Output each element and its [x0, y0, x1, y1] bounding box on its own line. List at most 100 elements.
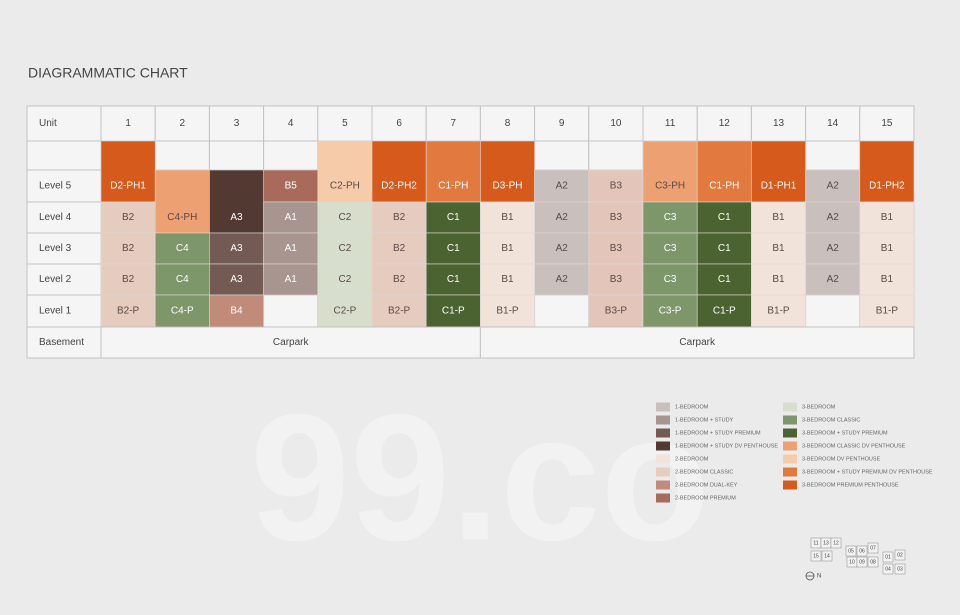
unit-cell	[100, 140, 156, 203]
unit-cell	[425, 294, 481, 328]
unit-label: C1	[447, 274, 460, 285]
unit-cell	[480, 232, 535, 265]
unit-label: B1-P	[767, 306, 790, 317]
legend-swatch	[656, 415, 670, 425]
grid-cell	[154, 140, 210, 171]
row-label: Level 3	[39, 243, 72, 254]
unit-label: B1	[772, 274, 785, 285]
unit-label: C1	[447, 212, 460, 223]
header-label: Unit	[39, 118, 57, 129]
unit-label: A3	[230, 243, 243, 254]
site-unit-label: 06	[859, 548, 865, 554]
unit-cell	[263, 263, 319, 296]
site-unit-label: 15	[813, 553, 819, 559]
legend-label: 3-BEDROOM PREMIUM PENTHOUSE	[802, 482, 899, 488]
unit-cell	[263, 169, 319, 203]
legend-swatch	[656, 467, 670, 477]
site-unit-label: 05	[848, 548, 854, 554]
site-unit	[856, 556, 868, 568]
site-unit	[867, 556, 879, 568]
unit-label: A2	[827, 181, 840, 192]
unit-label: C3-P	[659, 306, 682, 317]
unit-label: C4-P	[171, 306, 194, 317]
unit-cell	[534, 169, 590, 203]
unit-number: 6	[396, 118, 402, 129]
unit-cell	[696, 263, 752, 296]
unit-number: 13	[773, 118, 785, 129]
site-unit-label: 09	[859, 559, 865, 565]
unit-cell	[371, 140, 427, 203]
unit-label: A2	[556, 181, 569, 192]
unit-cell	[751, 263, 806, 296]
unit-cell	[642, 263, 698, 296]
unit-cell	[317, 232, 373, 265]
unit-label: C4	[176, 274, 189, 285]
unit-cell	[859, 232, 915, 265]
unit-label: B2-P	[388, 306, 411, 317]
unit-label: B2	[122, 243, 135, 254]
unit-label: A2	[827, 274, 840, 285]
grid-cell	[534, 140, 590, 171]
header-cell	[859, 105, 915, 142]
unit-cell	[588, 169, 644, 203]
row-label-cell	[26, 263, 102, 296]
unit-label: C1	[718, 212, 731, 223]
basement-label: Carpark	[273, 337, 310, 348]
legend-swatch	[783, 402, 797, 412]
site-unit	[882, 551, 894, 563]
unit-number: 4	[288, 118, 294, 129]
grid-cell	[534, 294, 590, 328]
unit-cell	[480, 263, 535, 296]
unit-cell	[805, 263, 861, 296]
unit-label: B3	[610, 181, 623, 192]
site-unit	[830, 537, 842, 549]
row-label: Level 5	[39, 181, 72, 192]
unit-cell	[859, 294, 915, 328]
unit-label: B1-P	[876, 306, 899, 317]
legend-swatch	[656, 493, 670, 503]
unit-label: B2-P	[117, 306, 140, 317]
site-unit	[821, 550, 833, 562]
row-label-cell	[26, 201, 102, 234]
legend-swatch	[656, 454, 670, 464]
site-unit	[882, 563, 894, 575]
unit-label: B2	[393, 212, 406, 223]
unit-label: B1	[501, 274, 514, 285]
unit-cell	[859, 263, 915, 296]
site-plan: 11 13 12 15 14 07 05 06 10 09 08 01 02 04 03 N	[805, 537, 906, 581]
unit-cell	[154, 232, 210, 265]
unit-cell	[751, 294, 806, 328]
unit-cell	[696, 232, 752, 265]
legend-swatch	[656, 428, 670, 438]
legend-swatch	[783, 441, 797, 451]
unit-label: A2	[556, 212, 569, 223]
unit-number: 1	[125, 118, 131, 129]
unit-number: 8	[505, 118, 511, 129]
unit-number: 14	[827, 118, 839, 129]
unit-label: B3	[610, 274, 623, 285]
unit-label: C2	[339, 212, 352, 223]
unit-label: B1	[772, 212, 785, 223]
legend-label: 3-BEDROOM DV PENTHOUSE	[802, 456, 881, 462]
unit-cell	[751, 140, 806, 203]
unit-cell	[642, 232, 698, 265]
unit-cell	[209, 169, 264, 234]
unit-label: A2	[556, 243, 569, 254]
legend-swatch	[783, 480, 797, 490]
basement-cell	[479, 326, 915, 359]
unit-label: B3	[610, 212, 623, 223]
site-unit-label: 02	[897, 552, 903, 558]
unit-label: A2	[827, 243, 840, 254]
row-label: Basement	[39, 337, 84, 348]
unit-cell	[588, 294, 644, 328]
legend-label: 3-BEDROOM + STUDY PREMIUM DV PENTHOUSE	[802, 469, 933, 475]
unit-cell	[100, 263, 156, 296]
unit-label: B5	[285, 181, 298, 192]
legend-label: 3-BEDROOM	[802, 404, 836, 410]
unit-cell	[696, 201, 752, 234]
site-unit-label: 11	[813, 540, 818, 546]
site-unit	[810, 550, 822, 562]
legend-swatch	[656, 441, 670, 451]
legend-label: 2-BEDROOM DUAL-KEY	[675, 482, 738, 488]
site-unit	[856, 545, 868, 557]
